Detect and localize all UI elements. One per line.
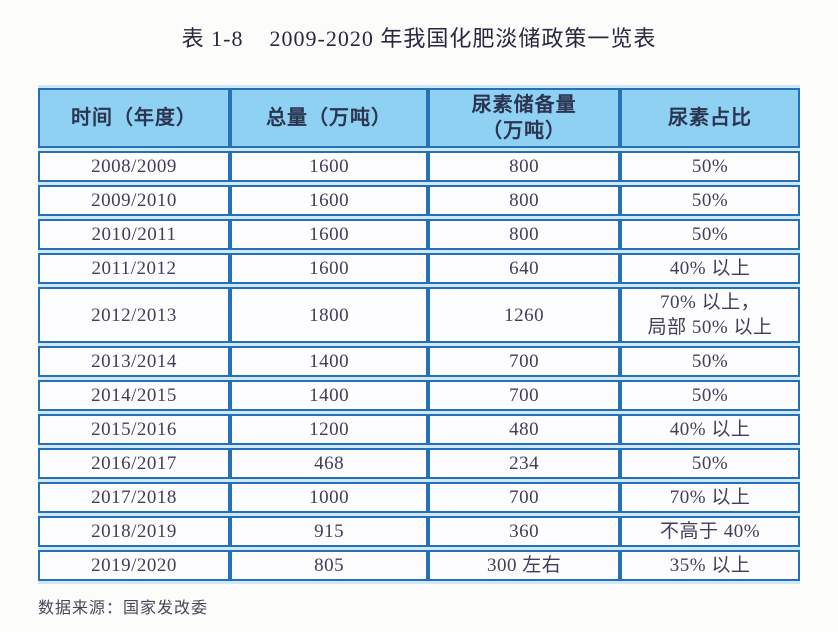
table-row: 2018/2019 915 360 不高于 40% <box>38 516 800 547</box>
urea-reserve-cell: 800 <box>428 219 621 250</box>
table-title: 表 1-8 2009-2020 年我国化肥淡储政策一览表 <box>0 21 838 53</box>
table-title-text: 2009-2020 年我国化肥淡储政策一览表 <box>269 26 657 51</box>
year-cell: 2013/2014 <box>38 346 231 377</box>
data-source-note: 数据来源：国家发改委 <box>38 600 209 617</box>
table-row: 2012/2013 1800 1260 70% 以上， 局部 50% 以上 <box>38 287 800 343</box>
year-cell: 2010/2011 <box>38 219 231 250</box>
year-cell: 2014/2015 <box>38 380 231 411</box>
urea-ratio-cell: 不高于 40% <box>620 516 800 547</box>
urea-reserve-cell: 480 <box>428 414 621 445</box>
column-header-urea-ratio: 尿素占比 <box>620 88 800 148</box>
urea-ratio-cell: 50% <box>620 185 800 216</box>
urea-ratio-cell: 50% <box>620 151 800 182</box>
urea-ratio-cell: 40% 以上 <box>620 414 800 445</box>
table-row: 2015/2016 1200 480 40% 以上 <box>38 414 800 445</box>
year-cell: 2019/2020 <box>38 550 231 581</box>
total-cell: 1600 <box>230 253 429 284</box>
urea-reserve-cell: 1260 <box>428 287 621 343</box>
urea-reserve-cell: 640 <box>428 253 621 284</box>
urea-ratio-cell: 70% 以上， 局部 50% 以上 <box>620 287 800 343</box>
year-cell: 2015/2016 <box>38 414 231 445</box>
urea-reserve-cell: 360 <box>428 516 621 547</box>
total-cell: 1000 <box>230 482 429 513</box>
year-cell: 2018/2019 <box>38 516 231 547</box>
urea-ratio-cell: 40% 以上 <box>620 253 800 284</box>
table-row: 2014/2015 1400 700 50% <box>38 380 800 411</box>
table-body: 2008/2009 1600 800 50% 2009/2010 1600 800 50% 20… <box>38 151 800 581</box>
year-cell: 2016/2017 <box>38 448 231 479</box>
year-cell: 2012/2013 <box>38 287 231 343</box>
urea-ratio-cell: 70% 以上 <box>620 482 800 513</box>
table-header-row: 时间（年度） 总量（万吨） 尿素储备量 （万吨） 尿素占比 <box>38 88 800 148</box>
urea-ratio-cell: 50% <box>620 346 800 377</box>
year-cell: 2008/2009 <box>38 151 231 182</box>
table-row: 2009/2010 1600 800 50% <box>38 185 800 216</box>
urea-reserve-cell: 300 左右 <box>428 550 621 581</box>
table-number-label: 表 1-8 <box>181 26 244 51</box>
urea-reserve-cell: 800 <box>428 151 621 182</box>
column-header-urea-reserve: 尿素储备量 （万吨） <box>428 88 621 148</box>
urea-reserve-cell: 700 <box>428 482 621 513</box>
table-row: 2008/2009 1600 800 50% <box>38 151 800 182</box>
urea-ratio-cell: 35% 以上 <box>620 550 800 581</box>
urea-reserve-cell: 700 <box>428 380 621 411</box>
urea-ratio-cell: 50% <box>620 219 800 250</box>
urea-reserve-cell: 234 <box>428 448 621 479</box>
total-cell: 1600 <box>230 219 429 250</box>
total-cell: 1800 <box>230 287 429 343</box>
total-cell: 1400 <box>230 346 429 377</box>
year-cell: 2011/2012 <box>38 253 231 284</box>
table-row: 2017/2018 1000 700 70% 以上 <box>38 482 800 513</box>
urea-reserve-cell: 800 <box>428 185 621 216</box>
table-row: 2016/2017 468 234 50% <box>38 448 800 479</box>
urea-reserve-cell: 700 <box>428 346 621 377</box>
year-cell: 2009/2010 <box>38 185 231 216</box>
urea-ratio-cell: 50% <box>620 448 800 479</box>
urea-ratio-cell: 50% <box>620 380 800 411</box>
table-row: 2011/2012 1600 640 40% 以上 <box>38 253 800 284</box>
table-row: 2010/2011 1600 800 50% <box>38 219 800 250</box>
total-cell: 1200 <box>230 414 429 445</box>
total-cell: 805 <box>230 550 429 581</box>
total-cell: 468 <box>230 448 429 479</box>
total-cell: 1600 <box>230 185 429 216</box>
table-row: 2019/2020 805 300 左右 35% 以上 <box>38 550 800 581</box>
column-header-total: 总量（万吨） <box>230 88 429 148</box>
column-header-year: 时间（年度） <box>38 88 231 148</box>
table-row: 2013/2014 1400 700 50% <box>38 346 800 377</box>
total-cell: 1400 <box>230 380 429 411</box>
fertilizer-policy-table: 时间（年度） 总量（万吨） 尿素储备量 （万吨） 尿素占比 2008/2009 1600… <box>38 85 800 584</box>
year-cell: 2017/2018 <box>38 482 231 513</box>
total-cell: 915 <box>230 516 429 547</box>
total-cell: 1600 <box>230 151 429 182</box>
